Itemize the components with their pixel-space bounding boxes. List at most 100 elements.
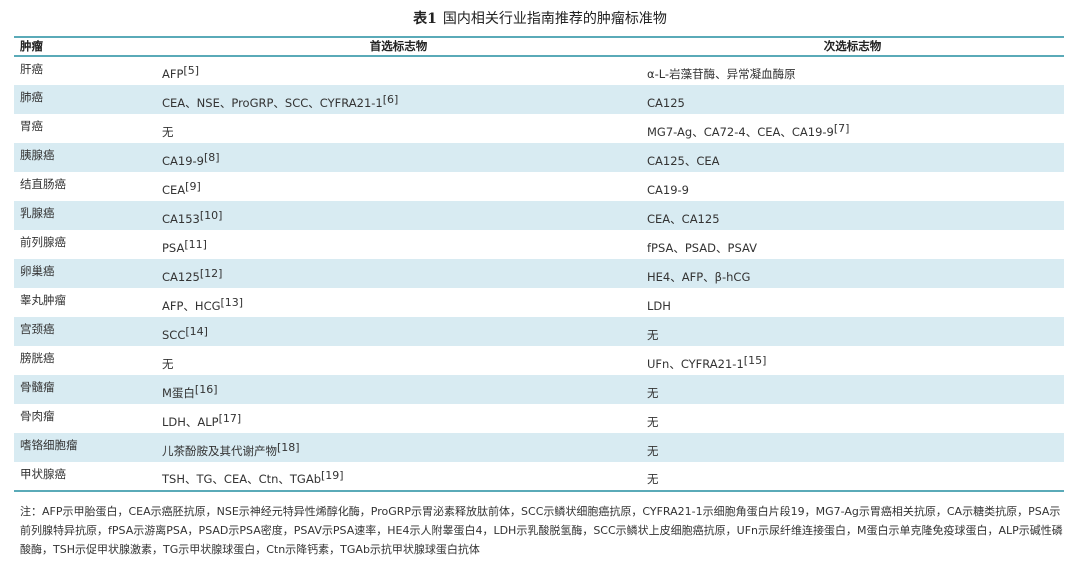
primary-marker-cell-text: LDH、ALP	[162, 415, 219, 429]
reference-citation: [17]	[218, 412, 242, 425]
secondary-marker-cell-text: CA19-9	[647, 183, 689, 197]
tumor-cell-text: 乳腺癌	[20, 206, 55, 220]
secondary-marker-cell: MG7-Ag、CA72-4、CEA、CA19-9[7]	[641, 114, 1064, 143]
secondary-marker-cell-text: 无	[647, 472, 659, 486]
reference-citation: [5]	[183, 64, 200, 77]
tumor-cell: 骨髓瘤	[14, 375, 156, 404]
tumor-cell-text: 卵巢癌	[20, 264, 55, 278]
secondary-marker-cell: CA125	[641, 85, 1064, 114]
secondary-marker-cell-text: LDH	[647, 299, 671, 313]
primary-marker-cell: CEA、NSE、ProGRP、SCC、CYFRA21-1[6]	[156, 85, 641, 114]
table-body: 肝癌 AFP[5] α-L-岩藻苷酶、异常凝血酶原肺癌 CEA、NSE、ProGRP、…	[14, 56, 1064, 491]
tumor-cell: 胃癌	[14, 114, 156, 143]
table-row: 膀胱癌 无 UFn、CYFRA21-1[15]	[14, 346, 1064, 375]
primary-marker-cell-text: CA125	[162, 270, 200, 284]
reference-citation: [18]	[277, 441, 300, 454]
header-primary-marker: 首选标志物	[369, 39, 428, 53]
tumor-cell: 嗜铬细胞瘤	[14, 433, 156, 462]
primary-marker-cell-text: M蛋白	[162, 386, 195, 400]
reference-citation: [8]	[204, 151, 220, 164]
primary-marker-cell: SCC[14]	[156, 317, 641, 346]
reference-citation: [9]	[185, 180, 201, 193]
tumor-cell: 乳腺癌	[14, 201, 156, 230]
tumor-cell: 膀胱癌	[14, 346, 156, 375]
table-row: 嗜铬细胞瘤 儿茶酚胺及其代谢产物[18] 无	[14, 433, 1064, 462]
tumor-cell-text: 结直肠癌	[20, 177, 66, 191]
secondary-marker-cell-text: HE4、AFP、β-hCG	[647, 270, 751, 284]
tumor-cell: 宫颈癌	[14, 317, 156, 346]
table-row: 睾丸肿瘤 AFP、HCG[13] LDH	[14, 288, 1064, 317]
secondary-marker-cell-text: fPSA、PSAD、PSAV	[647, 241, 757, 255]
primary-marker-cell-text: SCC	[162, 328, 186, 342]
primary-marker-cell: LDH、ALP[17]	[156, 404, 641, 433]
secondary-marker-cell-text: CA125、CEA	[647, 154, 720, 168]
table-footnote: 注：AFP示甲胎蛋白，CEA示癌胚抗原，NSE示神经元特异性烯醇化酶，ProGR…	[20, 505, 1063, 556]
tumor-marker-table: 肿瘤 首选标志物 次选标志物 肝癌 AFP[5] α-L-岩藻苷酶、异常凝血酶原肺癌…	[14, 36, 1064, 492]
reference-citation: [7]	[833, 122, 850, 135]
tumor-cell: 结直肠癌	[14, 172, 156, 201]
tumor-cell: 骨肉瘤	[14, 404, 156, 433]
table-row: 胃癌 无 MG7-Ag、CA72-4、CEA、CA19-9[7]	[14, 114, 1064, 143]
tumor-cell: 前列腺癌	[14, 230, 156, 259]
primary-marker-cell-text: CEA	[162, 183, 186, 197]
reference-citation: [6]	[382, 93, 399, 106]
table-row: 肺癌 CEA、NSE、ProGRP、SCC、CYFRA21-1[6] CA125	[14, 85, 1064, 114]
reference-citation: [19]	[321, 469, 344, 482]
tumor-cell: 甲状腺癌	[14, 462, 156, 491]
primary-marker-cell: CA19-9[8]	[156, 143, 641, 172]
table-row: 乳腺癌 CA153[10] CEA、CA125	[14, 201, 1064, 230]
header-secondary-marker: 次选标志物	[823, 39, 882, 53]
table-row: 结直肠癌 CEA[9] CA19-9	[14, 172, 1064, 201]
secondary-marker-cell-text: 无	[647, 415, 659, 429]
primary-marker-cell: 儿茶酚胺及其代谢产物[18]	[156, 433, 641, 462]
secondary-marker-cell: LDH	[641, 288, 1064, 317]
primary-marker-cell: TSH、TG、CEA、Ctn、TGAb[19]	[156, 462, 641, 491]
tumor-cell-text: 膀胱癌	[20, 351, 55, 365]
tumor-cell: 卵巢癌	[14, 259, 156, 288]
primary-marker-cell: PSA[11]	[156, 230, 641, 259]
table-row: 宫颈癌 SCC[14] 无	[14, 317, 1064, 346]
tumor-cell-text: 甲状腺癌	[20, 467, 66, 481]
primary-marker-cell-text: 无	[162, 125, 174, 139]
table-caption: 国内相关行业指南推荐的肿瘤标准物	[442, 11, 667, 27]
primary-marker-cell-text: 无	[162, 357, 174, 371]
tumor-cell: 肝癌	[14, 56, 156, 85]
primary-marker-cell: CA153[10]	[156, 201, 641, 230]
table-row: 骨肉瘤 LDH、ALP[17] 无	[14, 404, 1064, 433]
secondary-marker-cell-text: 无	[647, 386, 659, 400]
secondary-marker-cell: CA19-9	[641, 172, 1064, 201]
tumor-cell-text: 骨髓瘤	[20, 380, 55, 394]
secondary-marker-cell: fPSA、PSAD、PSAV	[641, 230, 1064, 259]
secondary-marker-cell-text: α-L-岩藻苷酶、异常凝血酶原	[647, 67, 796, 81]
secondary-marker-cell-text: 无	[647, 444, 659, 458]
secondary-marker-cell-text: 无	[647, 328, 659, 342]
primary-marker-cell-text: AFP、HCG	[162, 299, 221, 313]
header-tumor: 肿瘤	[20, 39, 43, 53]
tumor-cell-text: 胃癌	[20, 119, 43, 133]
primary-marker-cell: CA125[12]	[156, 259, 641, 288]
tumor-cell-text: 肝癌	[20, 62, 43, 76]
tumor-cell-text: 骨肉瘤	[20, 409, 55, 423]
tumor-cell: 肺癌	[14, 85, 156, 114]
tumor-cell-text: 前列腺癌	[20, 235, 66, 249]
table-title: 表1 国内相关行业指南推荐的肿瘤标准物	[14, 10, 1066, 28]
tumor-cell: 胰腺癌	[14, 143, 156, 172]
secondary-marker-cell-text: UFn、CYFRA21-1	[647, 357, 744, 371]
primary-marker-cell: AFP、HCG[13]	[156, 288, 641, 317]
primary-marker-cell: 无	[156, 346, 641, 375]
primary-marker-cell: M蛋白[16]	[156, 375, 641, 404]
table-row: 骨髓瘤 M蛋白[16] 无	[14, 375, 1064, 404]
table-row: 前列腺癌 PSA[11] fPSA、PSAD、PSAV	[14, 230, 1064, 259]
secondary-marker-cell-text: MG7-Ag、CA72-4、CEA、CA19-9	[647, 125, 834, 139]
secondary-marker-cell: α-L-岩藻苷酶、异常凝血酶原	[641, 56, 1064, 85]
primary-marker-cell: AFP[5]	[156, 56, 641, 85]
table-row: 甲状腺癌 TSH、TG、CEA、Ctn、TGAb[19] 无	[14, 462, 1064, 491]
secondary-marker-cell: HE4、AFP、β-hCG	[641, 259, 1064, 288]
secondary-marker-cell-text: CA125	[647, 96, 685, 110]
tumor-cell-text: 肺癌	[20, 90, 43, 104]
secondary-marker-cell: CA125、CEA	[641, 143, 1064, 172]
primary-marker-cell-text: AFP	[162, 67, 184, 81]
secondary-marker-cell: 无	[641, 375, 1064, 404]
reference-citation: [14]	[185, 325, 208, 338]
